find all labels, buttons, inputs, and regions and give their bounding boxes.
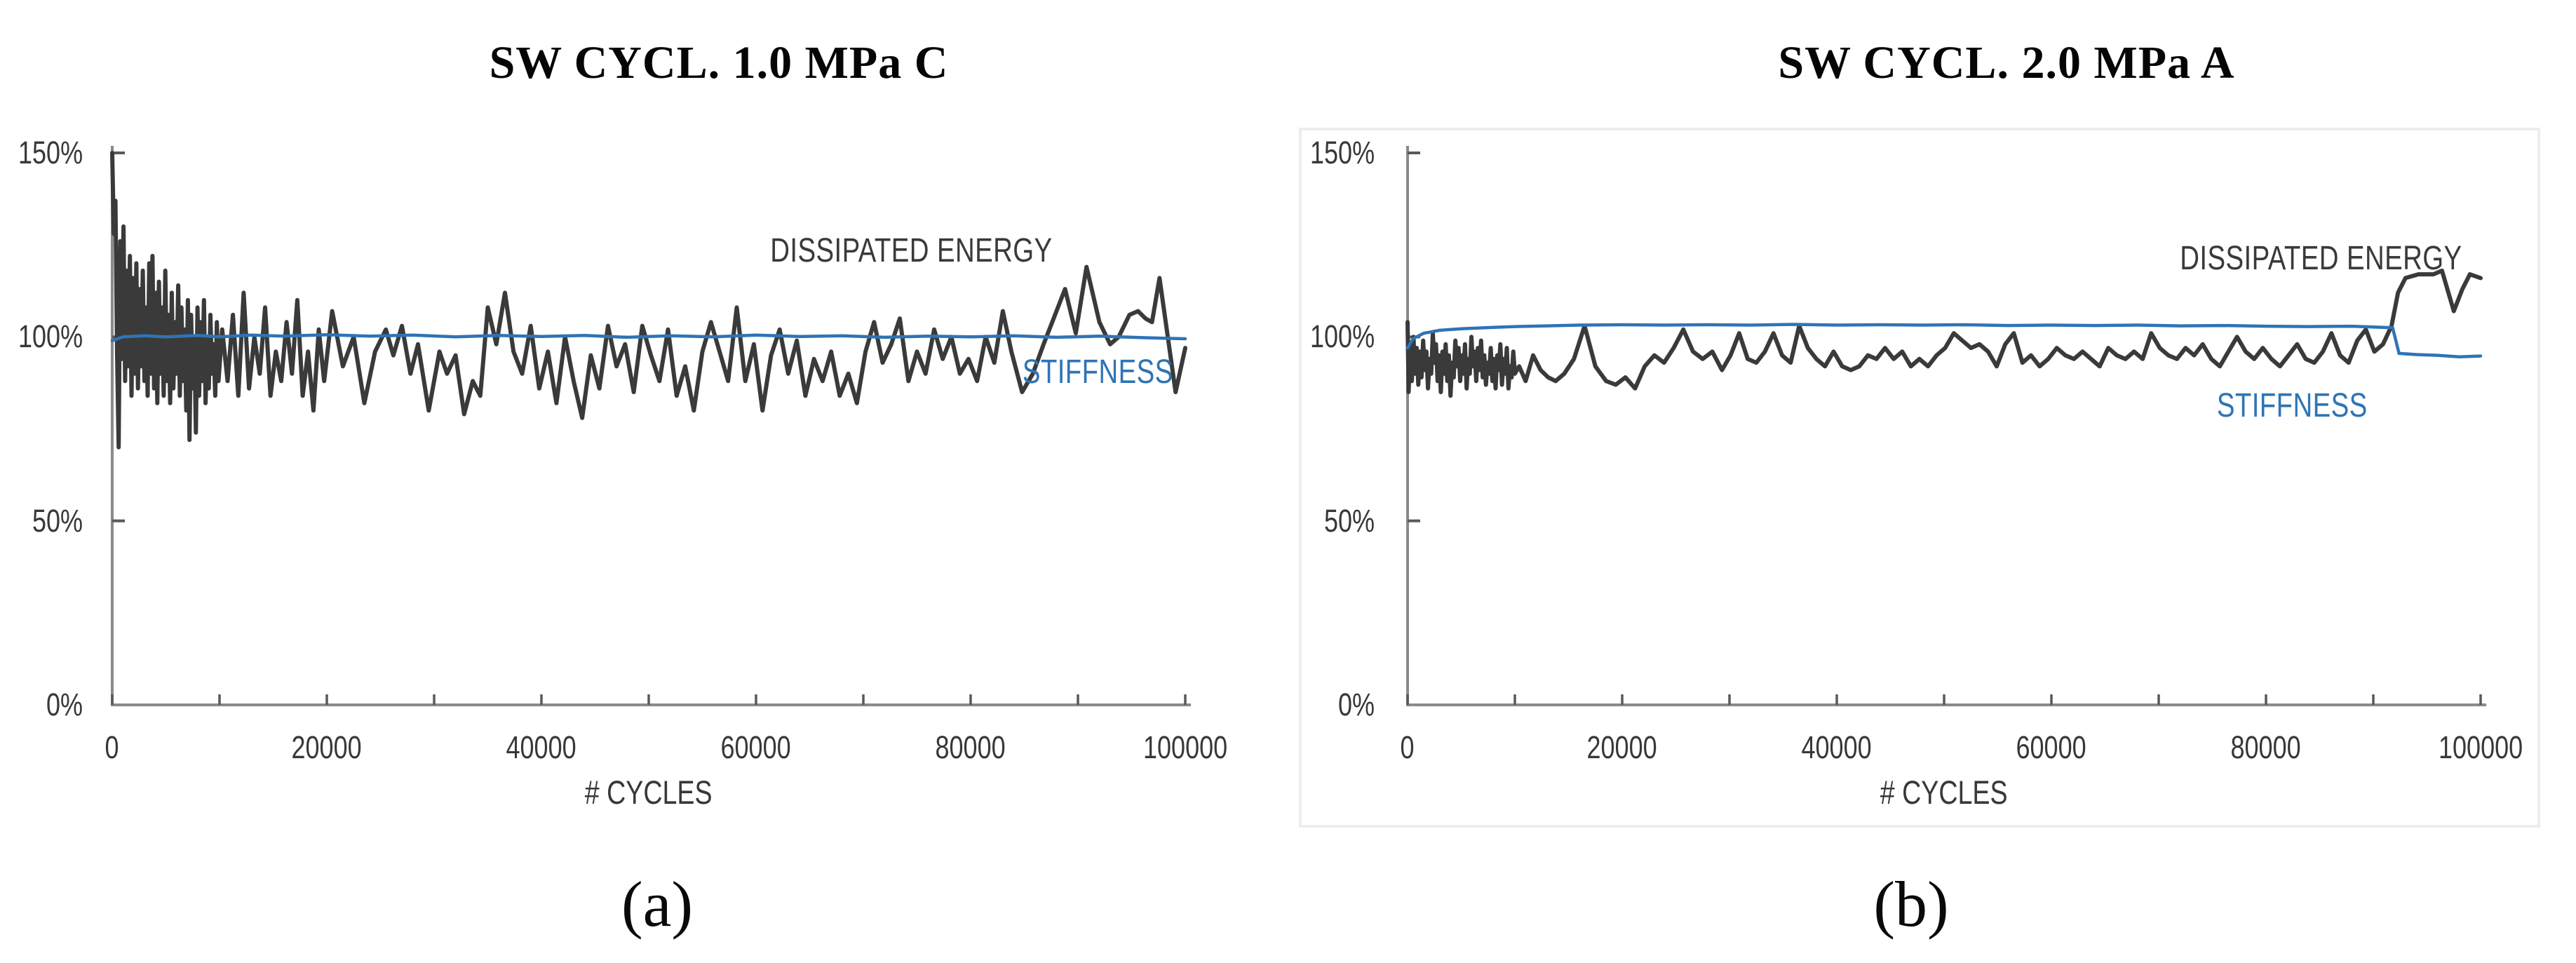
x-axis-label: # CYCLES xyxy=(585,774,713,811)
x-tick-label: 100000 xyxy=(2438,729,2523,765)
y-tick-label: 0% xyxy=(1337,687,1375,722)
chart-b-title: SW CYCL. 2.0 MPa A xyxy=(1778,37,2235,88)
dissipated-energy-annotation: DISSIPATED ENERGY xyxy=(770,232,1053,269)
x-tick-label: 40000 xyxy=(506,729,577,765)
x-tick-label: 80000 xyxy=(935,729,1006,765)
caption-b: (b) xyxy=(1873,868,1949,940)
y-tick-label: 0% xyxy=(46,687,83,722)
chart-a-title: SW CYCL. 1.0 MPa C xyxy=(489,37,949,88)
y-tick-label: 150% xyxy=(1309,135,1375,170)
x-tick-label: 100000 xyxy=(1142,729,1228,765)
x-axis-label: # CYCLES xyxy=(1880,774,2008,811)
x-tick-label: 20000 xyxy=(291,729,363,765)
stiffness-annotation: STIFFNESS xyxy=(1022,353,1173,391)
y-tick-label: 100% xyxy=(1309,318,1375,354)
x-tick-label: 80000 xyxy=(2230,729,2302,765)
dissipated-energy-annotation: DISSIPATED ENERGY xyxy=(2180,240,2462,277)
x-tick-label: 20000 xyxy=(1586,729,1658,765)
dissipated-energy-line xyxy=(110,151,1187,450)
y-tick-label: 50% xyxy=(32,503,83,539)
panel-b-frame xyxy=(1299,128,2540,828)
y-tick-label: 150% xyxy=(18,135,83,170)
dissipated-energy-line xyxy=(1405,268,2483,398)
x-tick-label: 60000 xyxy=(2016,729,2087,765)
stiffness-annotation: STIFFNESS xyxy=(2216,387,2368,424)
x-tick-label: 60000 xyxy=(720,729,792,765)
stiffness-line xyxy=(1405,323,2483,358)
stiffness-line xyxy=(110,332,1187,342)
x-tick-label: 0 xyxy=(1400,729,1415,765)
x-tick-label: 0 xyxy=(104,729,120,765)
caption-a: (a) xyxy=(621,868,694,940)
y-tick-label: 50% xyxy=(1323,503,1375,539)
y-tick-label: 100% xyxy=(18,318,83,354)
x-tick-label: 40000 xyxy=(1801,729,1873,765)
